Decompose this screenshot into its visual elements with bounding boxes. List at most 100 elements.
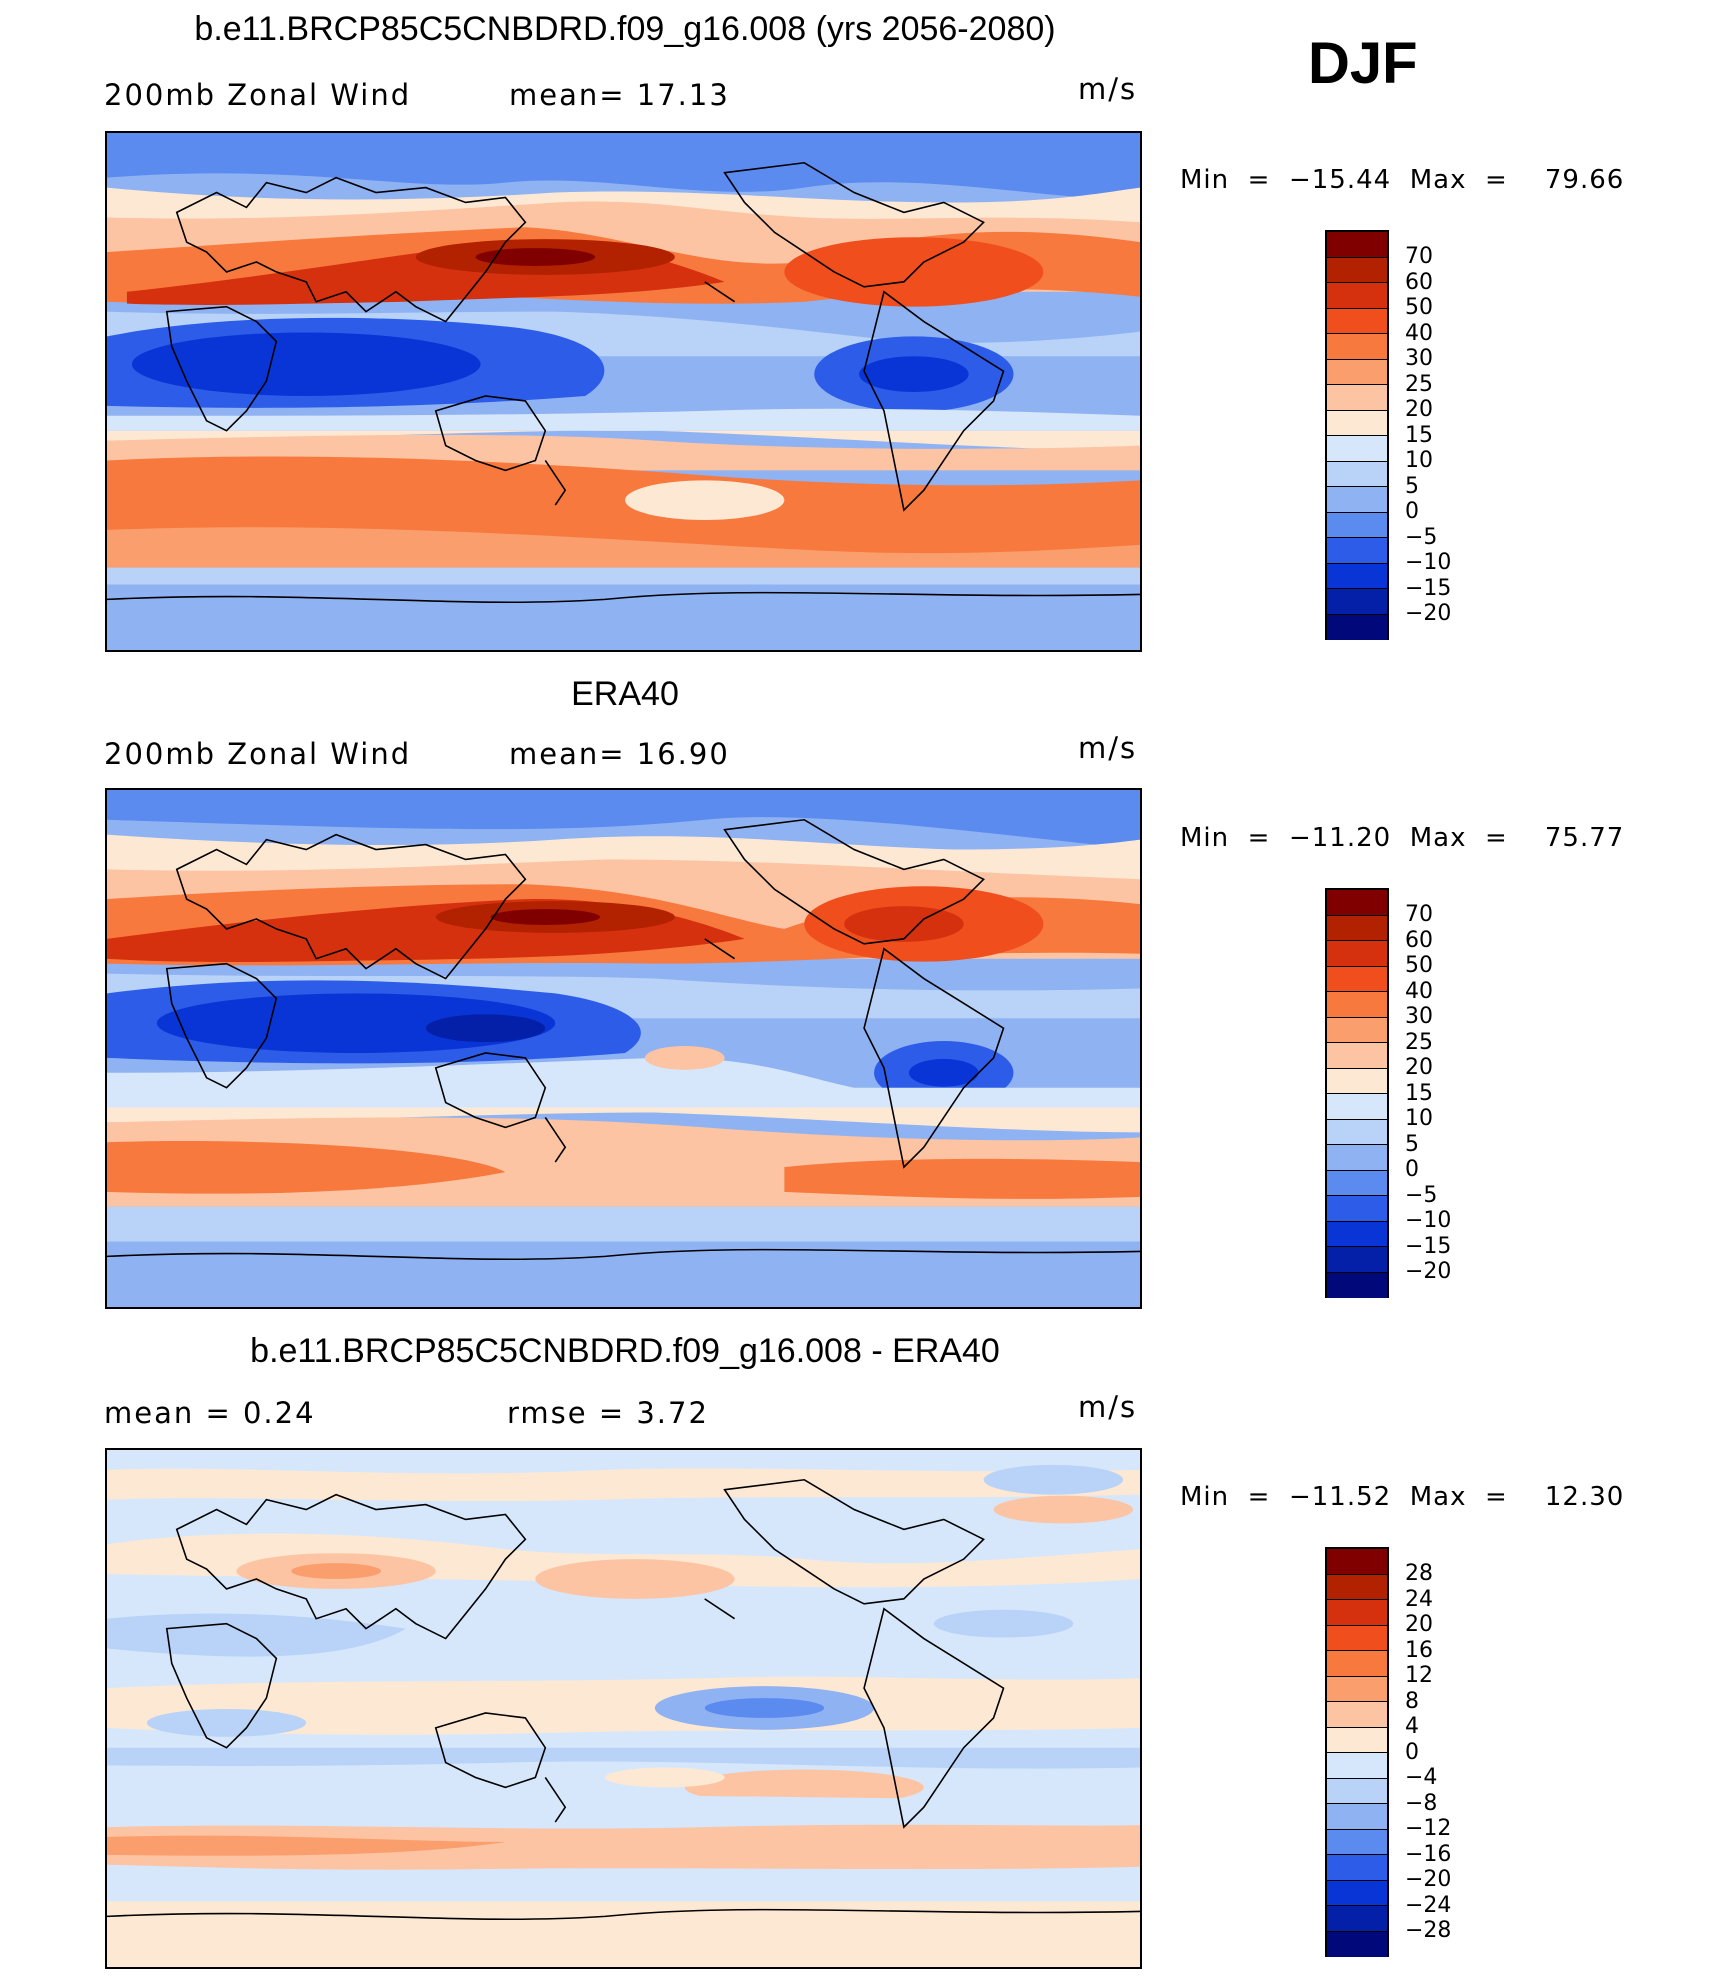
colorbar-tick-label: −15 [1405,1233,1452,1259]
colorbar-swatch [1327,1855,1387,1881]
colorbar-tick-label: 24 [1405,1586,1433,1612]
colorbar-tick-label: 25 [1405,371,1433,397]
colorbar-tick-label: 70 [1405,244,1433,269]
panel3-title: b.e11.BRCP85C5CNBDRD.f09_g16.008 - ERA40 [250,1332,1000,1370]
colorbar-swatch [1327,1727,1387,1753]
colorbar-swatch [1327,1753,1387,1779]
colorbar-tick-label: 40 [1405,320,1433,346]
panel3-units: m/s [1078,1390,1138,1424]
colorbar-swatch [1327,359,1387,385]
panel2-max-value: 75.77 [1544,823,1625,853]
colorbar-swatch [1327,1196,1387,1222]
colorbar-swatch [1327,308,1387,334]
panel1-map-plot [107,133,1140,650]
colorbar-tick-label: 30 [1405,346,1433,371]
colorbar-swatch [1327,1574,1387,1600]
colorbar-swatch [1327,992,1387,1018]
colorbar-swatch [1327,461,1387,487]
panel2-colorbar [1325,888,1389,1298]
season-label: DJF [1308,31,1418,96]
colorbar-tick-label: 40 [1405,978,1433,1004]
colorbar-swatch [1327,1170,1387,1196]
colorbar-tick-label: 20 [1405,1612,1433,1637]
colorbar-tick-label: 70 [1405,902,1433,927]
panel1-colorbar [1325,230,1389,640]
colorbar-swatch [1327,1778,1387,1804]
colorbar-swatch [1327,589,1387,615]
colorbar-swatch [1327,614,1387,640]
colorbar-swatch [1327,1119,1387,1145]
colorbar-swatch [1327,941,1387,967]
colorbar-swatch [1327,1880,1387,1906]
colorbar-tick-label: 0 [1405,499,1419,524]
colorbar-tick-label: 0 [1405,1739,1419,1765]
panel3-colorbar [1325,1547,1389,1957]
colorbar-tick-label: −20 [1405,1867,1452,1892]
panel2-mean-label: mean= 16.90 [509,737,730,771]
colorbar-tick-label: 0 [1405,1157,1419,1182]
colorbar-tick-label: 28 [1405,1561,1433,1586]
colorbar-tick-label: 5 [1405,1131,1419,1157]
colorbar-tick-label: 16 [1405,1637,1433,1663]
colorbar-tick-label: 50 [1405,295,1433,320]
colorbar-tick-label: 20 [1405,397,1433,422]
panel3-map-plot [107,1450,1140,1967]
colorbar-tick-label: −12 [1405,1816,1452,1841]
colorbar-tick-label: 60 [1405,269,1433,295]
colorbar-tick-label: −10 [1405,550,1452,575]
colorbar-swatch [1327,1651,1387,1677]
colorbar-tick-label: 15 [1405,1080,1433,1106]
colorbar-tick-label: 4 [1405,1714,1419,1739]
colorbar-swatch [1327,1247,1387,1273]
colorbar-swatch [1327,890,1387,916]
panel2-minmax: Min = −11.20 Max = 75.77 [1180,823,1625,853]
colorbar-tick-label: 15 [1405,422,1433,448]
colorbar-swatch [1327,1600,1387,1626]
panel1-units: m/s [1078,72,1138,106]
colorbar-swatch [1327,1272,1387,1298]
colorbar-tick-label: −20 [1405,601,1452,626]
colorbar-tick-label: 60 [1405,927,1433,953]
colorbar-swatch [1327,1043,1387,1069]
colorbar-swatch [1327,334,1387,360]
colorbar-tick-label: 10 [1405,448,1433,473]
panel2-units: m/s [1078,731,1138,765]
colorbar-swatch [1327,538,1387,564]
colorbar-tick-label: −5 [1405,524,1438,550]
colorbar-tick-label: −15 [1405,575,1452,601]
panel3-min-value: −11.52 [1288,1482,1392,1512]
colorbar-swatch [1327,232,1387,258]
panel2-map-plot [107,790,1140,1307]
panel1-minmax: Min = −15.44 Max = 79.66 [1180,165,1625,195]
panel3-max-value: 12.30 [1544,1482,1625,1512]
colorbar-swatch [1327,1017,1387,1043]
panel1-max-value: 79.66 [1544,165,1625,195]
colorbar-swatch [1327,1145,1387,1171]
panel3-mean-label: mean = 0.24 [104,1396,316,1430]
colorbar-tick-label: 8 [1405,1688,1419,1714]
colorbar-tick-label: −10 [1405,1208,1452,1233]
colorbar-swatch [1327,1931,1387,1957]
colorbar-tick-label: −5 [1405,1182,1438,1208]
colorbar-tick-label: 10 [1405,1106,1433,1131]
colorbar-swatch [1327,915,1387,941]
colorbar-tick-label: −28 [1405,1918,1452,1943]
panel1-title: b.e11.BRCP85C5CNBDRD.f09_g16.008 (yrs 20… [194,10,1056,48]
panel1-mean-label: mean= 17.13 [509,78,730,112]
colorbar-swatch [1327,1906,1387,1932]
colorbar-tick-label: 30 [1405,1004,1433,1029]
colorbar-swatch [1327,1702,1387,1728]
colorbar-tick-label: 50 [1405,953,1433,978]
colorbar-swatch [1327,1549,1387,1575]
colorbar-swatch [1327,1804,1387,1830]
colorbar-swatch [1327,385,1387,411]
colorbar-swatch [1327,512,1387,538]
panel3-map [105,1448,1142,1969]
colorbar-tick-label: 12 [1405,1663,1433,1688]
colorbar-swatch [1327,487,1387,513]
colorbar-tick-label: −8 [1405,1790,1438,1816]
colorbar-tick-label: 20 [1405,1055,1433,1080]
colorbar-tick-label: −16 [1405,1841,1452,1867]
colorbar-tick-label: 5 [1405,473,1419,499]
colorbar-swatch [1327,1068,1387,1094]
